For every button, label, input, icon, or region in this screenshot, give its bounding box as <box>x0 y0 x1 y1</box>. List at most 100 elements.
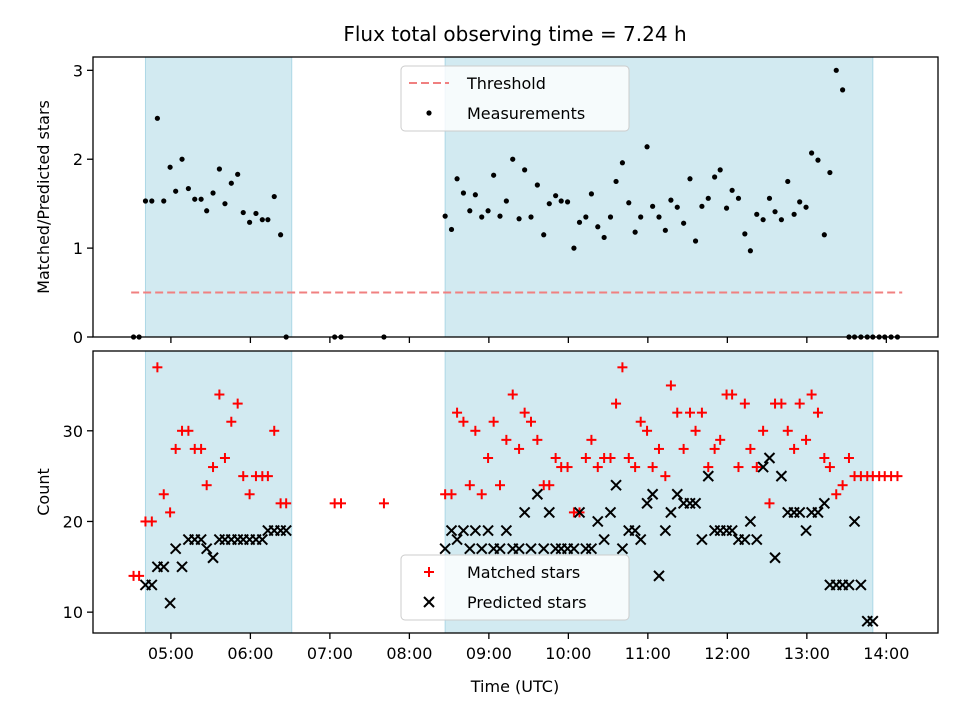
matched-star-point <box>751 462 762 473</box>
predicted-star-point <box>195 533 207 546</box>
x-stroke <box>513 542 525 555</box>
x-stroke <box>793 506 806 519</box>
matched-star-point <box>183 425 194 436</box>
predicted-star-point <box>164 597 176 609</box>
predicted-star-point <box>696 533 708 546</box>
matched-star-point <box>244 489 255 500</box>
x-stroke <box>195 533 207 546</box>
x-stroke <box>855 579 867 591</box>
x-stroke <box>146 579 158 591</box>
x-stroke <box>604 506 617 519</box>
matched-star-point <box>226 416 237 427</box>
measurement-point <box>185 185 191 192</box>
shaded-interval <box>145 57 292 337</box>
matched-star-point <box>635 416 646 427</box>
measurement-point <box>723 205 730 211</box>
measurement-point <box>210 190 216 196</box>
predicted-star-point <box>439 542 451 555</box>
measurement-point <box>216 166 222 172</box>
predicted-star-point <box>518 506 531 519</box>
matched-star-point <box>446 489 457 500</box>
y-tick-label: 3 <box>73 61 83 80</box>
matched-star-point <box>470 425 481 436</box>
x-stroke <box>726 524 738 537</box>
measurement-point <box>791 211 797 217</box>
predicted-star-point <box>848 515 861 528</box>
predicted-star-point <box>818 497 831 510</box>
matched-star-point <box>483 452 494 463</box>
y-tick-label: 1 <box>73 239 83 258</box>
measurement-point <box>815 157 821 163</box>
x-stroke <box>457 524 470 537</box>
measurement-point <box>742 231 748 237</box>
measurement-point <box>167 164 173 170</box>
measurement-point <box>809 150 815 156</box>
matched-star-point <box>709 443 720 454</box>
measurement-point <box>772 209 778 215</box>
measurement-point <box>149 198 155 204</box>
legend-measurement-swatch <box>426 110 432 116</box>
matched-star-point <box>550 452 561 463</box>
x-tick-label: 13:00 <box>784 644 830 663</box>
x-stroke <box>812 506 824 519</box>
measurement-point <box>503 198 509 204</box>
predicted-star-point <box>793 506 806 519</box>
measurement-point <box>785 178 791 185</box>
top-panel: 0 1 2 3 Matched/Predicted stars Threshold Meas… <box>34 56 939 347</box>
x-stroke <box>256 533 269 546</box>
predicted-star-point <box>531 488 544 500</box>
matched-star-point <box>647 462 658 473</box>
predicted-star-point <box>482 524 494 537</box>
measurement-point <box>246 219 253 225</box>
measurement-point <box>240 209 246 216</box>
measurement-point <box>632 229 638 235</box>
matched-star-point <box>812 407 823 418</box>
matched-star-point <box>464 480 475 491</box>
x-stroke <box>818 497 831 510</box>
x-stroke <box>445 524 458 537</box>
axes-frame <box>92 350 939 634</box>
predicted-star-point <box>763 452 776 464</box>
matched-star-point <box>476 489 487 500</box>
predicted-star-point <box>513 542 525 555</box>
predicted-star-point <box>573 506 586 519</box>
measurement-point <box>198 196 204 202</box>
measurement-point <box>278 232 284 238</box>
matched-star-point <box>208 462 219 473</box>
matched-star-point <box>501 434 512 445</box>
measurement-point <box>576 219 583 225</box>
y-tick-label: 10 <box>63 603 83 622</box>
matched-star-point <box>494 480 505 491</box>
matched-star-point <box>519 407 530 418</box>
predicted-star-point <box>616 542 629 555</box>
x-stroke <box>598 533 610 546</box>
measurement-point <box>619 160 626 166</box>
matched-star-point <box>630 462 641 473</box>
matched-star-point <box>526 416 537 427</box>
x-tick-label: 14:00 <box>863 644 909 663</box>
legend: Threshold Measurements <box>400 65 630 132</box>
x-tick-label: 07:00 <box>307 644 353 663</box>
matched-star-point <box>544 480 555 491</box>
matched-star-point <box>806 389 817 400</box>
predicted-star-point <box>751 533 763 546</box>
matched-star-point <box>214 389 225 400</box>
x-stroke <box>689 497 702 510</box>
measurement-point <box>729 187 735 193</box>
matched-star-point <box>458 416 469 427</box>
x-stroke <box>200 542 213 555</box>
measurement-point <box>485 208 491 214</box>
matched-star-point <box>696 407 707 418</box>
x-stroke <box>525 542 537 555</box>
measurement-point <box>454 176 460 182</box>
measurement-point <box>712 174 718 180</box>
x-stroke <box>476 542 488 555</box>
measurement-point <box>821 232 827 238</box>
predicted-star-point <box>500 524 513 537</box>
matched-star-point <box>758 425 769 436</box>
measurement-point <box>222 201 228 207</box>
matched-star-point <box>789 443 800 454</box>
measurement-point <box>595 224 601 230</box>
matched-star-point <box>232 398 243 409</box>
measurement-point <box>534 182 540 188</box>
